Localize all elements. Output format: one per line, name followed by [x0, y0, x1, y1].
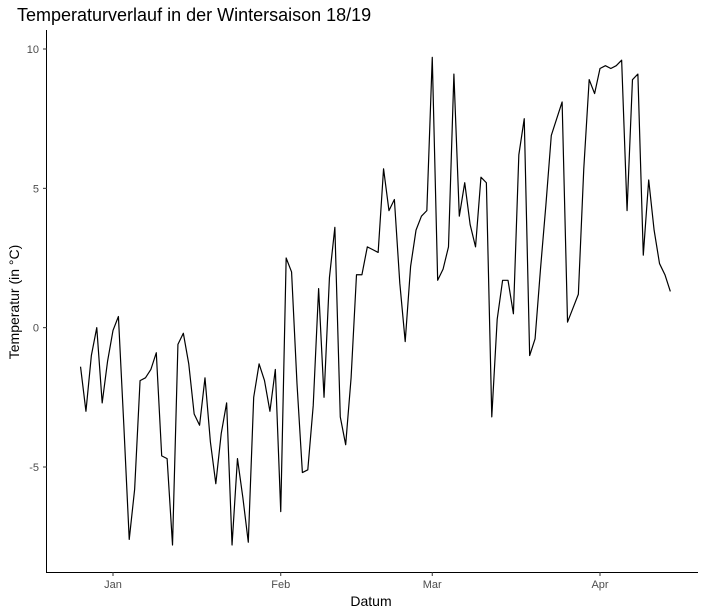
x-tick-label: Feb	[271, 579, 290, 591]
x-tick-label: Mar	[423, 579, 442, 591]
y-tick-label: 10	[27, 44, 39, 56]
chart-title: Temperaturverlauf in der Wintersaison 18…	[17, 5, 371, 25]
x-tick-label: Jan	[104, 579, 122, 591]
x-tick-label: Apr	[591, 579, 608, 591]
y-tick-label: -5	[29, 462, 39, 474]
y-axis-ticks: 10 5 0 -5	[27, 44, 47, 474]
x-axis-title: Datum	[350, 593, 391, 609]
x-axis-ticks: Jan Feb Mar Apr	[104, 572, 609, 591]
y-tick-label: 0	[33, 323, 39, 335]
y-tick-label: 5	[33, 183, 39, 195]
series-layer	[79, 56, 671, 546]
plot-area	[46, 30, 698, 573]
y-axis-title: Temperatur (in °C)	[6, 245, 22, 360]
temperature-series-line	[79, 56, 671, 546]
